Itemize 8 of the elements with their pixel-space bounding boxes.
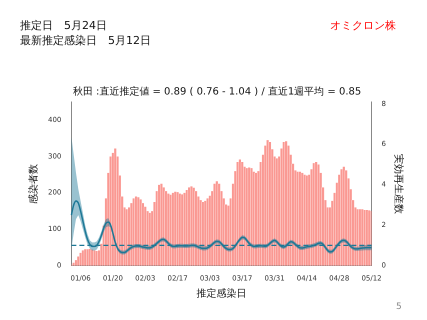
y2-axis-title: 実効再生産数 [392, 154, 404, 214]
x-axis-title: 推定感染日 [196, 288, 246, 300]
text: 5 [396, 302, 402, 312]
text: 推定日 5月24日 [20, 18, 107, 33]
chart-title: 秋田 :直近推定値 = 0.89 ( 0.76 - 1.04 ) / 直近1週平均 = 0.85 [72, 86, 362, 98]
text: 最新推定感染日 5月12日 [20, 33, 151, 48]
y-axis-title: 感染者数 [28, 164, 40, 204]
text: オミクロン株 [330, 18, 396, 33]
